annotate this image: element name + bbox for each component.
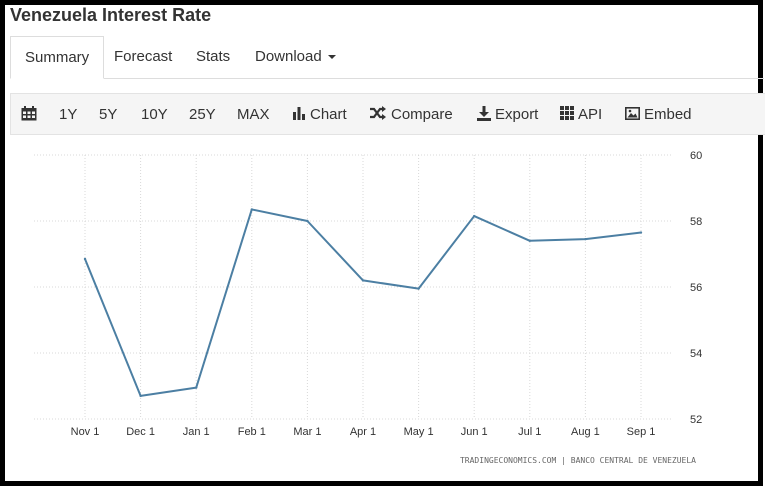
- tab-summary-label: Summary: [25, 49, 90, 66]
- embed-button[interactable]: Embed: [625, 94, 692, 136]
- line-chart: 52 54 56 58 60 Nov 1 Dec 1 Jan 1 Feb 1 Mar 1 Apr 1…: [34, 150, 702, 465]
- x-tick-label: Sep 1: [627, 426, 656, 438]
- range-5y-button[interactable]: 5Y: [99, 106, 118, 123]
- export-button[interactable]: Export: [477, 94, 538, 136]
- data-point: [639, 231, 643, 234]
- data-point: [139, 394, 142, 398]
- chart-toolbar: 1Y 5Y 10Y 25Y MAX Chart Compare Export A…: [10, 93, 765, 135]
- chevron-down-icon: [327, 55, 336, 60]
- shuffle-icon: [370, 106, 386, 121]
- data-point: [473, 214, 476, 218]
- tab-download-label: Download: [255, 48, 322, 65]
- image-icon: [625, 106, 640, 120]
- grid-icon: [560, 106, 574, 121]
- data-point: [528, 239, 531, 242]
- tab-stats-label: Stats: [196, 48, 231, 65]
- range-1y-button[interactable]: 1Y: [59, 106, 78, 123]
- data-point: [250, 208, 253, 211]
- download-icon: [477, 105, 491, 121]
- data-point: [584, 237, 587, 241]
- x-tick-label: Apr 1: [350, 426, 376, 438]
- data-point: [417, 287, 420, 290]
- x-tick-label: Jun 1: [461, 426, 488, 438]
- range-25y-button[interactable]: 25Y: [189, 106, 216, 123]
- embed-button-label: Embed: [644, 106, 692, 123]
- range-10y-button[interactable]: 10Y: [141, 106, 168, 123]
- export-button-label: Export: [495, 106, 539, 123]
- compare-button[interactable]: Compare: [369, 94, 453, 136]
- source-credit: TRADINGECONOMICS.COM | BANCO CENTRAL DE …: [460, 456, 696, 465]
- chart-button-label: Chart: [310, 106, 347, 123]
- data-point: [306, 219, 309, 223]
- x-tick-label: Jan 1: [183, 426, 210, 438]
- data-point: [361, 279, 365, 282]
- x-tick-label: Nov 1: [71, 426, 100, 438]
- x-tick-label: Feb 1: [238, 426, 266, 438]
- calendar-icon: [21, 105, 37, 121]
- y-tick-label: 54: [690, 348, 702, 360]
- api-button-label: API: [578, 106, 603, 123]
- tab-stats[interactable]: Stats: [182, 36, 244, 78]
- tab-download[interactable]: Download: [241, 36, 350, 78]
- x-tick-label: Jul 1: [518, 426, 541, 438]
- tab-forecast-label: Forecast: [114, 48, 173, 65]
- bar-chart-icon: [293, 107, 305, 121]
- x-tick-label: Dec 1: [126, 426, 155, 438]
- data-point: [83, 257, 87, 261]
- y-tick-label: 52: [690, 414, 702, 426]
- y-tick-label: 60: [690, 150, 702, 162]
- calendar-button[interactable]: [21, 94, 41, 136]
- y-tick-label: 56: [690, 282, 702, 294]
- tab-summary[interactable]: Summary: [10, 36, 105, 79]
- y-tick-label: 58: [690, 216, 702, 228]
- api-button[interactable]: API: [560, 94, 602, 136]
- x-tick-label: May 1: [404, 426, 434, 438]
- tab-forecast[interactable]: Forecast: [100, 36, 186, 78]
- compare-button-label: Compare: [391, 106, 453, 123]
- x-tick-label: Mar 1: [293, 426, 321, 438]
- data-point: [195, 386, 198, 389]
- chart-button[interactable]: Chart: [292, 94, 347, 136]
- range-max-button[interactable]: MAX: [237, 106, 270, 123]
- x-tick-label: Aug 1: [571, 426, 600, 438]
- page-title: Venezuela Interest Rate: [10, 5, 212, 25]
- tab-bar: Summary Forecast Stats Download: [10, 36, 764, 79]
